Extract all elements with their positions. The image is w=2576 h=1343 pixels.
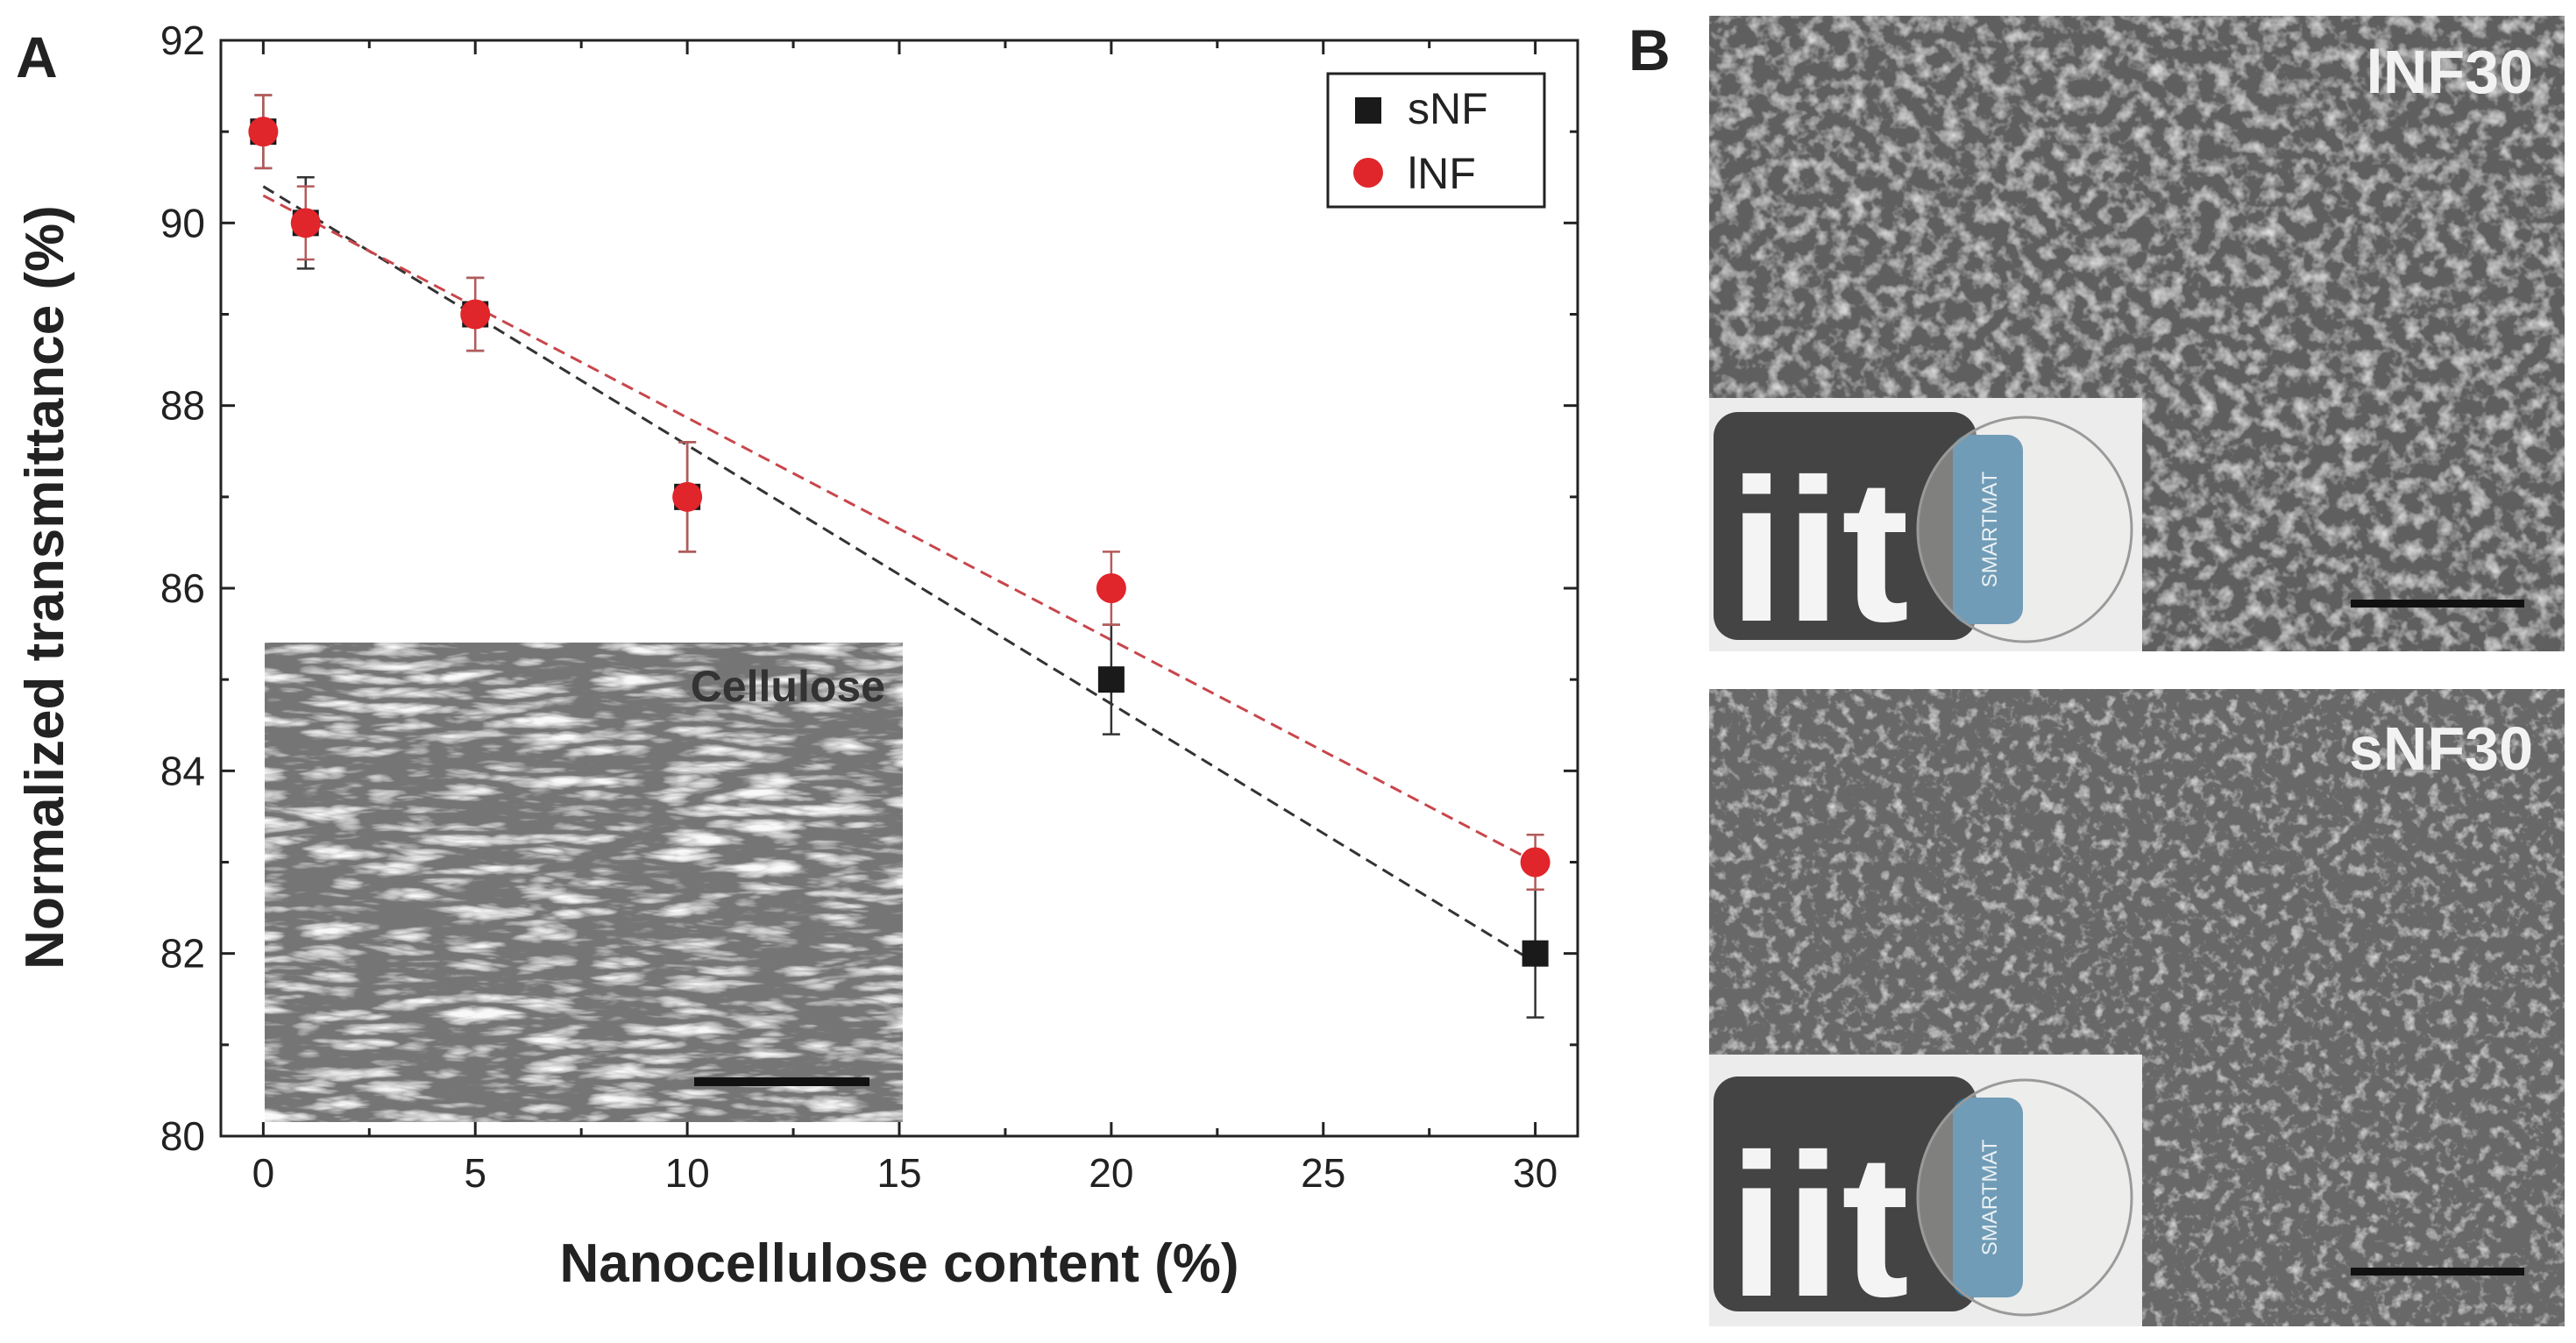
tick-labels: 0 5 10 15 20 25 30 80 82 84 86 88 90 92: [160, 18, 1558, 1196]
y-tick-label: 84: [160, 748, 205, 793]
y-tick-label: 80: [160, 1113, 205, 1159]
x-tick-label: 10: [665, 1150, 710, 1196]
x-tick-label: 25: [1301, 1150, 1345, 1196]
lnf-point: [672, 481, 703, 512]
y-tick-label: 88: [160, 383, 205, 429]
snf30-logo-block: [1714, 1077, 1976, 1311]
legend-lnf-label: lNF: [1408, 149, 1476, 198]
micrograph-lnf30: iit SMARTMAT lNF30: [1709, 16, 2565, 664]
x-axis-label: Nanocellulose content (%): [559, 1233, 1238, 1294]
legend-snf-marker: [1355, 97, 1381, 124]
legend: sNF lNF: [1326, 72, 1546, 209]
snf30-sample-disc: [1916, 1078, 2133, 1317]
x-tick-label: 20: [1089, 1150, 1133, 1196]
snf30-badge-text: SMARTMAT: [1978, 1139, 2002, 1255]
snf-point: [1097, 666, 1125, 693]
y-axis-label: Normalized transmittance (%): [15, 205, 75, 970]
y-tick-label: 90: [160, 200, 205, 245]
x-tick-label: 0: [252, 1150, 275, 1196]
lnf30-label: lNF30: [2366, 38, 2533, 106]
inset-label: Cellulose: [691, 662, 885, 711]
lnf30-scale-bar: [2351, 600, 2524, 608]
panel-a-label: A: [16, 25, 58, 89]
axis-ticks: [221, 39, 1578, 1138]
snf-point: [1522, 940, 1549, 967]
lnf30-badge-text: SMARTMAT: [1978, 471, 2002, 587]
snf30-label: sNF30: [2349, 714, 2533, 783]
inset-scale-bar: [694, 1077, 869, 1086]
lnf30-logo-block: [1714, 412, 1976, 640]
legend-snf-label: sNF: [1408, 84, 1488, 133]
snf30-logo-text: iit: [1728, 1112, 1909, 1339]
lnf30-sample-photo: iit SMARTMAT: [1709, 398, 2142, 664]
x-tick-label: 5: [464, 1150, 486, 1196]
y-tick-label: 82: [160, 931, 205, 977]
snf30-badge: [1953, 1098, 2023, 1297]
legend-lnf-marker: [1353, 158, 1383, 188]
cellulose-sem-image: [265, 643, 903, 1122]
data-marks: [248, 94, 1551, 1019]
lnf-point: [460, 299, 491, 330]
panel-b-label: B: [1629, 18, 1671, 82]
snf30-scale-bar: [2351, 1268, 2524, 1275]
cellulose-inset: Cellulose: [265, 643, 903, 1122]
lnf30-sample-disc: [1916, 416, 2133, 643]
x-tick-label: 30: [1513, 1150, 1558, 1196]
lnf-point: [1096, 573, 1126, 603]
micrograph-snf30: iit SMARTMAT sNF30: [1709, 689, 2565, 1339]
lnf30-logo-text: iit: [1728, 437, 1909, 664]
lnf30-badge: [1953, 435, 2023, 624]
snf-fit-line: [262, 185, 1536, 964]
lnf-point: [248, 117, 279, 147]
y-tick-label: 86: [160, 565, 205, 611]
snf30-sample-photo: iit SMARTMAT: [1709, 1055, 2142, 1339]
lnf-point: [290, 208, 321, 238]
lnf-point: [1520, 847, 1551, 878]
x-tick-label: 15: [876, 1150, 921, 1196]
y-tick-label: 92: [160, 18, 205, 63]
